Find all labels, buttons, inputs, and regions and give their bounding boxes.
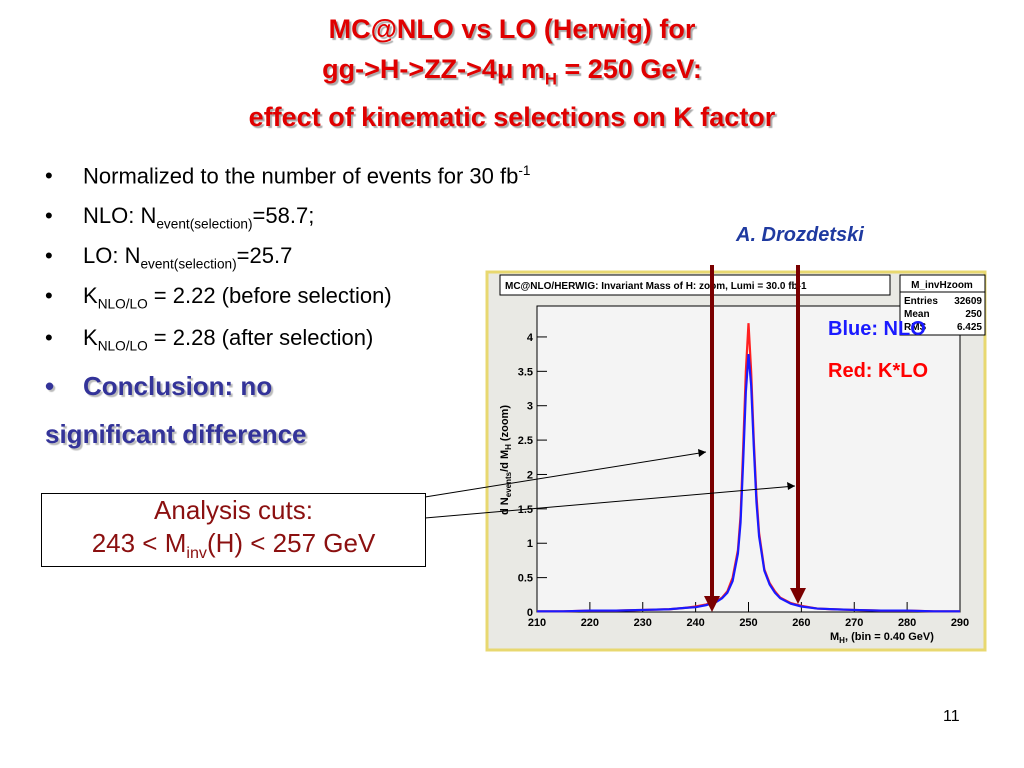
x-tick-label: 270: [845, 617, 863, 629]
pointer-high-head: [787, 482, 795, 490]
title-line-2-after: = 250 GeV:: [557, 54, 702, 84]
stats-label: Entries: [904, 296, 938, 307]
bullet-dot: •: [45, 325, 53, 350]
y-axis-label: d Nevents/d MH (zoom): [499, 405, 513, 515]
bullet-sub: event(selection): [156, 216, 253, 232]
conclusion-line-1: • Conclusion: no: [45, 371, 273, 401]
pointer-low: [424, 451, 707, 498]
stats-label: RMS: [904, 322, 927, 333]
pointer-low-head: [698, 449, 706, 457]
bullet-after: =25.7: [236, 243, 293, 268]
plot-frame: [536, 305, 961, 613]
stats-rows: Entries 32609 Mean 250 RMS 6.425: [904, 296, 982, 333]
y-tick-label: 2.5: [518, 435, 533, 447]
y-tick-label: 3: [527, 401, 533, 413]
x-tick-label: 250: [739, 617, 757, 629]
cuts-line-1: Analysis cuts:: [154, 495, 313, 525]
y-label-c: (zoom): [499, 405, 511, 444]
x-tick-label: 230: [634, 617, 652, 629]
title-line-3: effect of kinematic selections on K fact…: [248, 102, 776, 132]
page-number: 11: [943, 708, 960, 725]
y-label-b: /d M: [499, 450, 511, 472]
bullet-after: = 2.22 (before selection): [147, 283, 392, 308]
bullet-sub: NLO/LO: [97, 296, 148, 312]
bullet: • KNLO/LO = 2.28 (after selection): [45, 325, 373, 353]
y-tick-label: 0: [527, 607, 533, 619]
y-label-b-sub: H: [504, 444, 513, 450]
bullet: • LO: Nevent(selection)=25.7: [45, 243, 292, 271]
bullet-text: K: [83, 325, 98, 350]
bullet-after: =58.7;: [252, 203, 315, 228]
y-tick-label: 0.5: [518, 573, 533, 585]
x-label-b: , (bin = 0.40 GeV): [845, 631, 934, 643]
plot: 0 0.5 1 1.5 2 2.5 3 3.5 4 210 220 230 240 250 260 270 28…: [518, 323, 969, 629]
title-line-2-sub: H: [544, 69, 558, 89]
x-tick-label: 290: [951, 617, 969, 629]
stats-value: 250: [965, 309, 982, 320]
bullet-dot: •: [45, 283, 53, 308]
bullet: • KNLO/LO = 2.22 (before selection): [45, 283, 392, 311]
cuts-sub: inv: [186, 544, 207, 563]
bullet-sub: event(selection): [140, 256, 237, 272]
bullet-dot: •: [45, 163, 53, 189]
title-line-2: gg->H->ZZ->4μ mH = 250 GeV:: [0, 54, 1024, 89]
x-label-a: M: [830, 631, 839, 643]
bullet-sub: NLO/LO: [97, 338, 148, 354]
conclusion-line-2: significant difference: [45, 419, 307, 449]
chart-title-box: [499, 274, 891, 296]
x-tick-label: 210: [528, 617, 546, 629]
x-axis-label: MH, (bin = 0.40 GeV): [830, 631, 934, 645]
title-line-1: MC@NLO vs LO (Herwig) for: [328, 14, 696, 44]
y-tick-label: 1.5: [518, 504, 533, 516]
bullet-text: Normalized to the number of events for 3…: [83, 163, 519, 189]
cut-arrow-high: [790, 588, 806, 604]
x-label-a-sub: H: [839, 636, 845, 645]
pointer-high: [424, 485, 796, 519]
x-tick-label: 240: [686, 617, 704, 629]
y-tick-label: 2: [527, 469, 533, 481]
x-tick-label: 280: [898, 617, 916, 629]
bullet-text: K: [83, 283, 98, 308]
conclusion-text: Conclusion: no: [83, 371, 273, 401]
stats-value: 32609: [954, 296, 982, 307]
title-line-2-text: gg->H->ZZ->4μ m: [322, 54, 545, 84]
y-tick-label: 1: [527, 538, 533, 550]
x-tick-label: 220: [581, 617, 599, 629]
y-label-a-sub: events: [504, 471, 513, 497]
stats-label: Mean: [904, 309, 930, 320]
bullet-text: LO: N: [83, 243, 141, 268]
y-label-a: d N: [499, 497, 511, 515]
legend-red: Red: K*LO: [828, 360, 928, 382]
bullet-after: = 2.28 (after selection): [147, 325, 374, 350]
y-tick-label: 3.5: [518, 366, 533, 378]
bullet: • Normalized to the number of events for …: [45, 163, 530, 189]
bullet-text: NLO: N: [83, 203, 157, 228]
bullet-dot: •: [45, 243, 53, 268]
cuts-text: 243 < M: [91, 528, 187, 558]
bullet: • NLO: Nevent(selection)=58.7;: [45, 203, 314, 231]
cuts-line-2: 243 < Minv(H) < 257 GeV: [42, 527, 425, 570]
cuts-box: Analysis cuts: 243 < Minv(H) < 257 GeV: [41, 493, 426, 567]
legend-blue: Blue: NLO: [828, 318, 926, 340]
stats-name: M_invHzoom: [911, 280, 973, 291]
author: A. Drozdetski: [736, 224, 864, 246]
bullet-dot: •: [45, 203, 53, 228]
bullet-sup: -1: [518, 163, 531, 178]
stats-value: 6.425: [957, 322, 982, 333]
cut-arrow-low: [704, 596, 720, 612]
cuts-after: (H) < 257 GeV: [206, 528, 376, 558]
stats-box: [899, 274, 986, 336]
chart-title: MC@NLO/HERWIG: Invariant Mass of H: zoom…: [505, 281, 807, 292]
x-tick-label: 260: [792, 617, 810, 629]
histogram-line: [537, 354, 960, 613]
y-tick-label: 4: [527, 332, 534, 344]
